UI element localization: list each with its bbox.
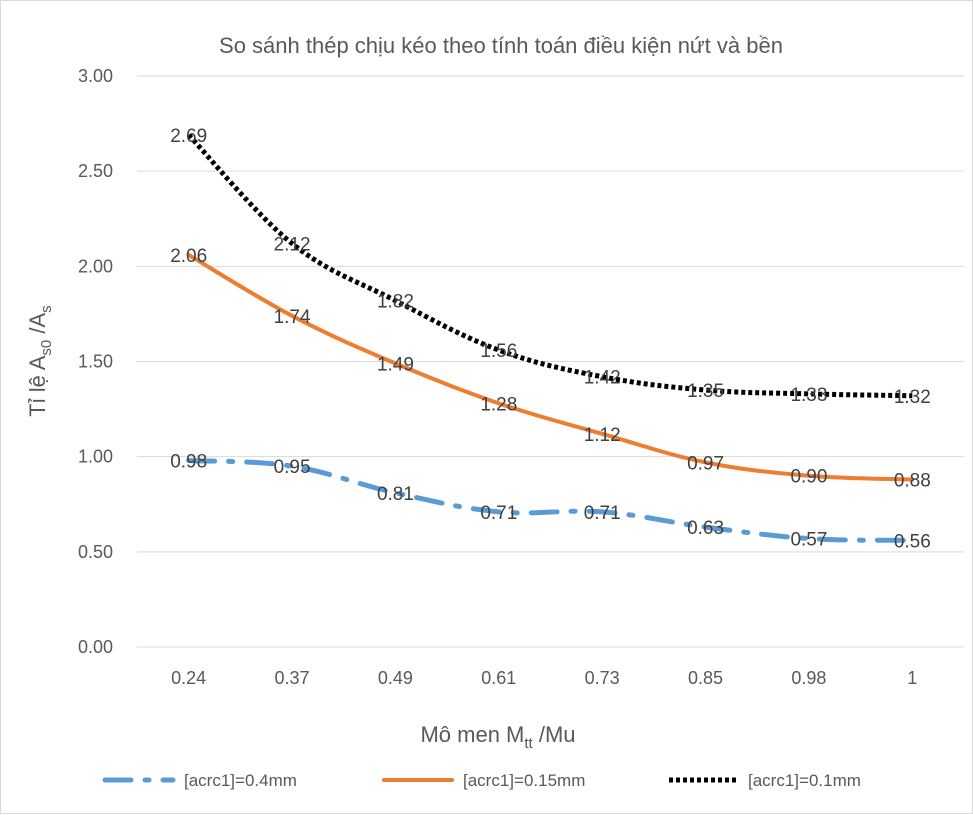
x-tick-label: 0.24 <box>171 668 206 688</box>
data-label: 2.69 <box>170 126 207 147</box>
data-label: 2.12 <box>274 234 311 255</box>
x-axis-title: Mô men Mtt /Mu <box>420 722 575 752</box>
data-label: 1.56 <box>480 341 517 362</box>
x-tick-label: 0.73 <box>585 668 620 688</box>
data-label: 1.49 <box>377 354 414 375</box>
y-tick-label: 0.00 <box>78 637 113 657</box>
series-line-0 <box>186 457 915 543</box>
data-label: 0.95 <box>274 457 311 478</box>
x-tick-label: 0.85 <box>688 668 723 688</box>
data-label: 1.82 <box>377 292 414 313</box>
data-label: 0.71 <box>584 503 621 524</box>
data-label: 0.90 <box>790 467 827 488</box>
data-label: 1.12 <box>584 425 621 446</box>
x-tick-label: 0.61 <box>481 668 516 688</box>
x-tick-label: 1 <box>907 668 917 688</box>
y-tick-label: 2.00 <box>78 256 113 276</box>
legend: [acrc1]=0.4mm [acrc1]=0.15mm [acrc1]=0.1mm <box>102 771 861 790</box>
data-label: 0.71 <box>480 503 517 524</box>
data-label: 0.88 <box>894 471 931 492</box>
data-label: 1.33 <box>790 385 827 406</box>
data-label: 1.35 <box>687 381 724 402</box>
data-label: 1.28 <box>480 394 517 415</box>
chart-title: So sánh thép chịu kéo theo tính toán điề… <box>219 33 783 58</box>
data-label: 1.74 <box>274 307 311 328</box>
y-axis-title: Tỉ lệ As0 /As <box>25 305 55 416</box>
legend-label-1: [acrc1]=0.15mm <box>463 771 585 790</box>
gridlines <box>137 75 964 648</box>
y-tick-label: 2.50 <box>78 161 113 181</box>
x-tick-label: 0.49 <box>378 668 413 688</box>
x-tick-label: 0.98 <box>791 668 826 688</box>
legend-label-2: [acrc1]=0.1mm <box>748 771 861 790</box>
x-tick-labels: 0.24 0.37 0.49 0.61 0.73 0.85 0.98 1 <box>171 668 917 688</box>
y-tick-label: 1.50 <box>78 352 113 372</box>
data-label: 1.42 <box>584 368 621 389</box>
data-label: 0.56 <box>894 531 931 552</box>
y-tick-label: 3.00 <box>78 66 113 86</box>
data-label: 1.32 <box>894 387 931 408</box>
data-label: 0.81 <box>377 484 414 505</box>
data-label: 0.57 <box>790 530 827 551</box>
series-line-1 <box>186 252 915 482</box>
series-lines <box>186 133 915 543</box>
data-labels: 0.98 0.95 0.81 0.71 0.71 0.63 0.57 0.56 2.06 1.74… <box>170 126 931 552</box>
data-label: 0.63 <box>687 518 724 539</box>
y-tick-labels: 0.00 0.50 1.00 1.50 2.00 2.50 3.00 <box>78 66 113 657</box>
data-label: 0.98 <box>170 451 207 472</box>
series-line-2 <box>186 133 913 399</box>
y-tick-label: 1.00 <box>78 447 113 467</box>
data-label: 0.97 <box>687 453 724 474</box>
x-tick-label: 0.37 <box>275 668 310 688</box>
legend-label-0: [acrc1]=0.4mm <box>184 771 297 790</box>
y-tick-label: 0.50 <box>78 542 113 562</box>
data-label: 2.06 <box>170 246 207 267</box>
